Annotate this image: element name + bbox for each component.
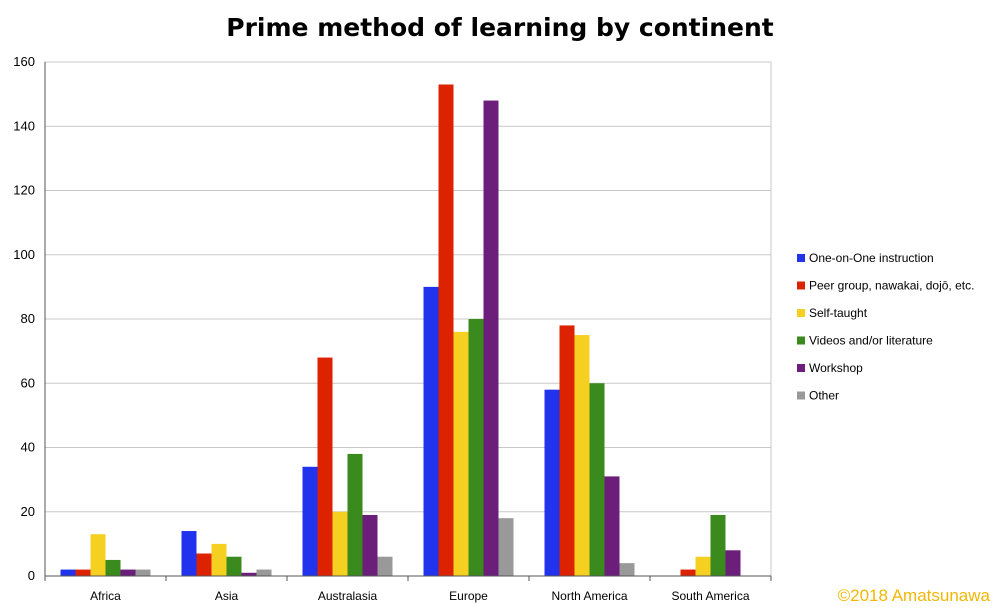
bar-north-america-2 bbox=[559, 325, 575, 576]
bar-asia-3 bbox=[211, 543, 227, 576]
legend-label: Workshop bbox=[809, 361, 863, 375]
bar-africa-5 bbox=[120, 569, 136, 576]
bar-australasia-1 bbox=[302, 466, 318, 576]
bar-south-america-2 bbox=[680, 569, 696, 576]
gridlines bbox=[44, 61, 772, 577]
bar-asia-4 bbox=[226, 556, 242, 576]
bar-europe-6 bbox=[498, 518, 514, 576]
chart-title: Prime method of learning by continent bbox=[226, 13, 773, 42]
bars bbox=[60, 84, 741, 577]
bar-africa-2 bbox=[75, 569, 91, 576]
y-tick-label: 80 bbox=[21, 311, 35, 326]
legend-label: Videos and/or literature bbox=[809, 334, 933, 348]
bar-asia-6 bbox=[256, 569, 272, 576]
bar-europe-5 bbox=[483, 100, 499, 577]
bar-australasia-4 bbox=[347, 453, 363, 576]
legend-swatch bbox=[797, 254, 805, 262]
y-tick-label: 20 bbox=[21, 504, 35, 519]
legend-swatch bbox=[797, 391, 805, 400]
y-tick-label: 160 bbox=[13, 54, 35, 69]
bar-europe-1 bbox=[423, 286, 439, 576]
legend-label: Other bbox=[809, 389, 839, 403]
bar-asia-5 bbox=[241, 572, 257, 576]
x-category-label: Europe bbox=[449, 589, 488, 603]
x-category-label: North America bbox=[551, 589, 627, 603]
bar-south-america-5 bbox=[725, 550, 741, 576]
x-category-label: Asia bbox=[215, 589, 239, 603]
y-tick-label: 120 bbox=[13, 183, 35, 198]
bar-north-america-4 bbox=[589, 383, 605, 576]
bar-africa-1 bbox=[60, 569, 76, 576]
bar-north-america-3 bbox=[574, 335, 590, 576]
y-axis-ticks: 0 20 40 60 80 100 120 140 160 bbox=[13, 54, 35, 583]
bar-australasia-3 bbox=[332, 511, 348, 576]
bar-africa-4 bbox=[105, 559, 121, 576]
bar-south-america-3 bbox=[695, 556, 711, 576]
axes bbox=[44, 62, 772, 581]
bar-north-america-1 bbox=[544, 389, 560, 576]
x-category-label: South America bbox=[671, 589, 749, 603]
y-tick-label: 0 bbox=[28, 568, 35, 583]
legend-swatch bbox=[797, 281, 805, 290]
bar-asia-2 bbox=[196, 553, 212, 576]
copyright-text: ©2018 Amatsunawa bbox=[838, 586, 991, 605]
legend-label: Self-taught bbox=[809, 306, 868, 320]
bar-africa-3 bbox=[90, 534, 106, 576]
bar-australasia-5 bbox=[362, 514, 378, 576]
x-category-label: Australasia bbox=[318, 589, 378, 603]
bar-south-america-4 bbox=[710, 514, 726, 576]
legend-swatch bbox=[797, 336, 805, 345]
x-category-label: Africa bbox=[90, 589, 121, 603]
y-tick-label: 140 bbox=[13, 118, 35, 133]
y-tick-label: 40 bbox=[21, 440, 35, 455]
bar-europe-2 bbox=[438, 84, 454, 577]
bar-asia-1 bbox=[181, 531, 197, 576]
legend: One-on-One instruction Peer group, nawaka… bbox=[797, 251, 974, 403]
bar-north-america-6 bbox=[619, 563, 635, 576]
legend-label: Peer group, nawakai, dojō, etc. bbox=[809, 279, 974, 293]
bar-europe-4 bbox=[468, 319, 484, 576]
bar-europe-3 bbox=[453, 331, 469, 576]
bar-africa-6 bbox=[135, 569, 151, 576]
y-tick-label: 100 bbox=[13, 247, 35, 262]
bar-north-america-5 bbox=[604, 476, 620, 576]
legend-label: One-on-One instruction bbox=[809, 251, 934, 265]
bar-australasia-6 bbox=[377, 556, 393, 576]
legend-swatch bbox=[797, 309, 805, 317]
bar-australasia-2 bbox=[317, 357, 333, 576]
y-tick-label: 60 bbox=[21, 375, 35, 390]
x-axis-categories: Africa Asia Australasia Europe North America… bbox=[90, 589, 750, 603]
legend-swatch bbox=[797, 364, 805, 372]
